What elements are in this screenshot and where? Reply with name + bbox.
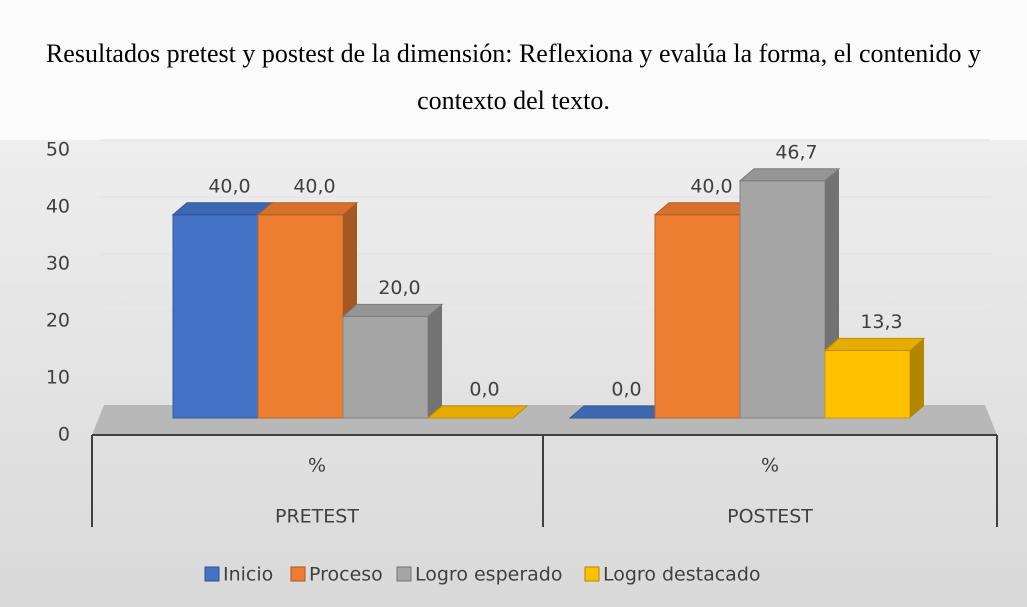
bar-top <box>256 202 359 216</box>
value-label: 0,0 <box>469 379 499 401</box>
x-subcategory-label: % <box>308 455 326 477</box>
legend-label: Logro destacado <box>603 564 761 586</box>
legend-label: Logro esperado <box>415 564 562 586</box>
legend-swatch <box>396 566 412 582</box>
value-label: 40,0 <box>208 175 250 197</box>
x-category-label: POSTEST <box>727 506 813 528</box>
bar-front <box>824 349 911 419</box>
bar-side <box>910 338 924 418</box>
legend-swatch <box>584 566 600 582</box>
y-tick-label: 40 <box>46 196 70 218</box>
y-tick-label: 20 <box>46 310 70 332</box>
bar-side <box>428 304 442 418</box>
y-tick-label: 0 <box>58 424 70 446</box>
bar-front <box>257 214 344 419</box>
value-label: 46,7 <box>775 141 817 163</box>
bar-front <box>342 315 429 419</box>
value-label: 0,0 <box>611 379 641 401</box>
legend-label: Proceso <box>309 564 383 586</box>
legend-swatch <box>204 566 220 582</box>
bar-top <box>426 405 529 419</box>
x-subcategory-label: % <box>761 455 779 477</box>
bar-top <box>341 303 444 317</box>
value-label: 40,0 <box>293 175 335 197</box>
value-label: 20,0 <box>378 277 420 299</box>
chart-title-text: Resultados pretest y postest de la dimen… <box>45 39 982 115</box>
bar-top <box>738 168 841 182</box>
bar-front <box>739 180 826 419</box>
y-tick-label: 30 <box>46 253 70 275</box>
bar-top <box>823 337 926 351</box>
bar-front <box>654 214 741 419</box>
y-tick-label: 50 <box>46 139 70 161</box>
x-category-label: PRETEST <box>275 506 359 528</box>
value-label: 40,0 <box>690 175 732 197</box>
bar-top <box>653 202 756 216</box>
legend-swatch <box>290 566 306 582</box>
value-label: 13,3 <box>860 311 902 333</box>
bar-top <box>568 405 671 419</box>
y-tick-label: 10 <box>46 367 70 389</box>
legend-label: Inicio <box>223 564 273 586</box>
bar-front <box>172 214 259 419</box>
chart-title: Resultados pretest y postest de la dimen… <box>0 0 1027 140</box>
bar-top <box>171 202 274 216</box>
